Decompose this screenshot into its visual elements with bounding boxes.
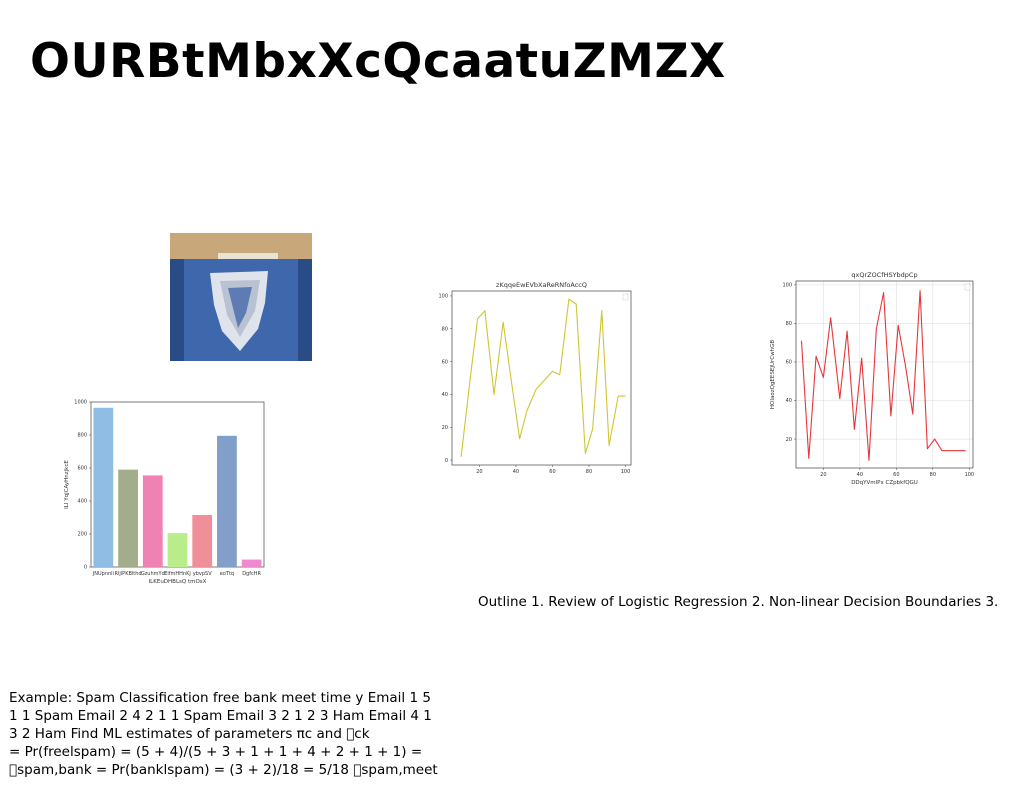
x-axis-label: DDqYVmlPx CZpbkfQGU [851, 480, 918, 486]
bar [142, 475, 163, 567]
y-axis-label: ILI YqjCAyHnzjkcE [64, 460, 70, 509]
x-tick-label: 40 [513, 469, 519, 475]
x-tick-label: 60 [549, 469, 555, 475]
photo-denim-seam-right [298, 259, 312, 361]
photo-denim-seam [170, 259, 184, 361]
photo-illustration [170, 233, 312, 361]
x-axis-label: ILKEuDHBLsQ tmOsX [149, 579, 207, 585]
example-text-block: Example: Spam Classification free bank m… [9, 689, 459, 779]
example-line: = Pr(freelspam) = (5 + 4)/(5 + 3 + 1 + 1… [9, 744, 423, 760]
y-tick-label: 60 [786, 360, 792, 366]
ripped-jeans-photo [170, 233, 312, 361]
x-tick-label: GzuhmYd [141, 571, 165, 577]
y-tick-label: 20 [786, 437, 792, 443]
x-tick-label: 100 [621, 469, 631, 475]
y-tick-label: 60 [442, 359, 448, 365]
y-tick-label: 40 [442, 392, 448, 398]
y-tick-label: 100 [782, 283, 792, 289]
bar [241, 559, 262, 567]
chart-title: qxQrZOCfHSYbdpCp [851, 271, 917, 279]
series-line [800, 290, 966, 461]
y-tick-label: 800 [77, 433, 87, 439]
legend-box [622, 293, 629, 301]
yellow-line-chart: 20 40 60 80 100 0 20 40 60 80 100 zKqqeEwEVbXaReRNf… [435, 278, 635, 483]
x-tick-label: RljlPKBlthd [115, 571, 142, 577]
y-tick-label: 200 [77, 532, 87, 538]
outline-text: Outline 1. Review of Logistic Regression… [478, 594, 999, 610]
y-tick-label: 600 [77, 466, 87, 472]
example-line: Example: Spam Classification free bank m… [9, 690, 431, 706]
slide-title: OURBtMbxXcQcaatuZMZX [30, 34, 726, 89]
y-tick-label: 40 [786, 398, 792, 404]
x-tick-label: 60 [893, 472, 899, 478]
bar-chart-svg: 0 200 400 600 800 1000 JNUpnnli RljlPKBlthd Gzuh… [64, 400, 265, 585]
y-tick-label: 0 [445, 458, 448, 464]
x-tick-label: 100 [965, 472, 975, 478]
x-tick-label: JNUpnnli [92, 571, 114, 577]
y-tick-label: 400 [77, 499, 87, 505]
bar [118, 469, 138, 567]
x-tick-label: 80 [930, 472, 936, 478]
chart-title: zKqqeEwEVbXaReRNfoAccQ [496, 281, 587, 289]
yellow-line-chart-svg: 20 40 60 80 100 0 20 40 60 80 100 zKqqeEwEVbXaReRNf… [438, 281, 632, 475]
bar [217, 435, 237, 567]
legend-box [964, 283, 971, 291]
example-line:  spam,bank = Pr(banklspam) = (3 + 2)/18 … [9, 762, 438, 778]
x-tick-label: 20 [820, 472, 826, 478]
y-tick-label: 100 [438, 294, 448, 300]
photo-denim-patch [228, 287, 252, 328]
bar-chart: 0 200 400 600 800 1000 JNUpnnli RljlPKBlthd Gzuh… [60, 395, 270, 595]
red-line-chart: 20 40 60 80 100 20 40 60 80 100 qxQrZOCfHSYbdpCp DD… [768, 268, 980, 492]
y-tick-label: 20 [442, 425, 448, 431]
bar [167, 533, 188, 567]
x-tick-label: EifmHHnKj [164, 571, 191, 577]
y-tick-label: 0 [84, 565, 87, 571]
example-line: 1 1 Spam Email 2 4 2 1 1 Spam Email 3 2 … [9, 708, 432, 724]
y-tick-label: 1000 [74, 400, 87, 406]
y-tick-label: 80 [786, 321, 792, 327]
bar [93, 407, 114, 567]
x-tick-label: ybvpSV [193, 571, 212, 577]
x-tick-label: 40 [857, 472, 863, 478]
y-axis-label: HOIaozQgEESEJUrCwhGB [770, 340, 776, 409]
y-tick-label: 80 [442, 326, 448, 332]
x-tick-label: eoTtq [220, 571, 234, 577]
example-line: 3 2 Ham Find ML estimates of parameters … [9, 726, 370, 742]
red-line-chart-svg: 20 40 60 80 100 20 40 60 80 100 qxQrZOCfHSYbdpCp DD… [770, 271, 975, 486]
x-tick-label: DgfcHR [242, 571, 261, 577]
x-tick-label: 20 [476, 469, 482, 475]
bar [192, 515, 213, 567]
plot-frame [451, 290, 632, 466]
plot-frame [795, 280, 974, 469]
series-line [460, 298, 626, 457]
x-tick-label: 80 [586, 469, 592, 475]
